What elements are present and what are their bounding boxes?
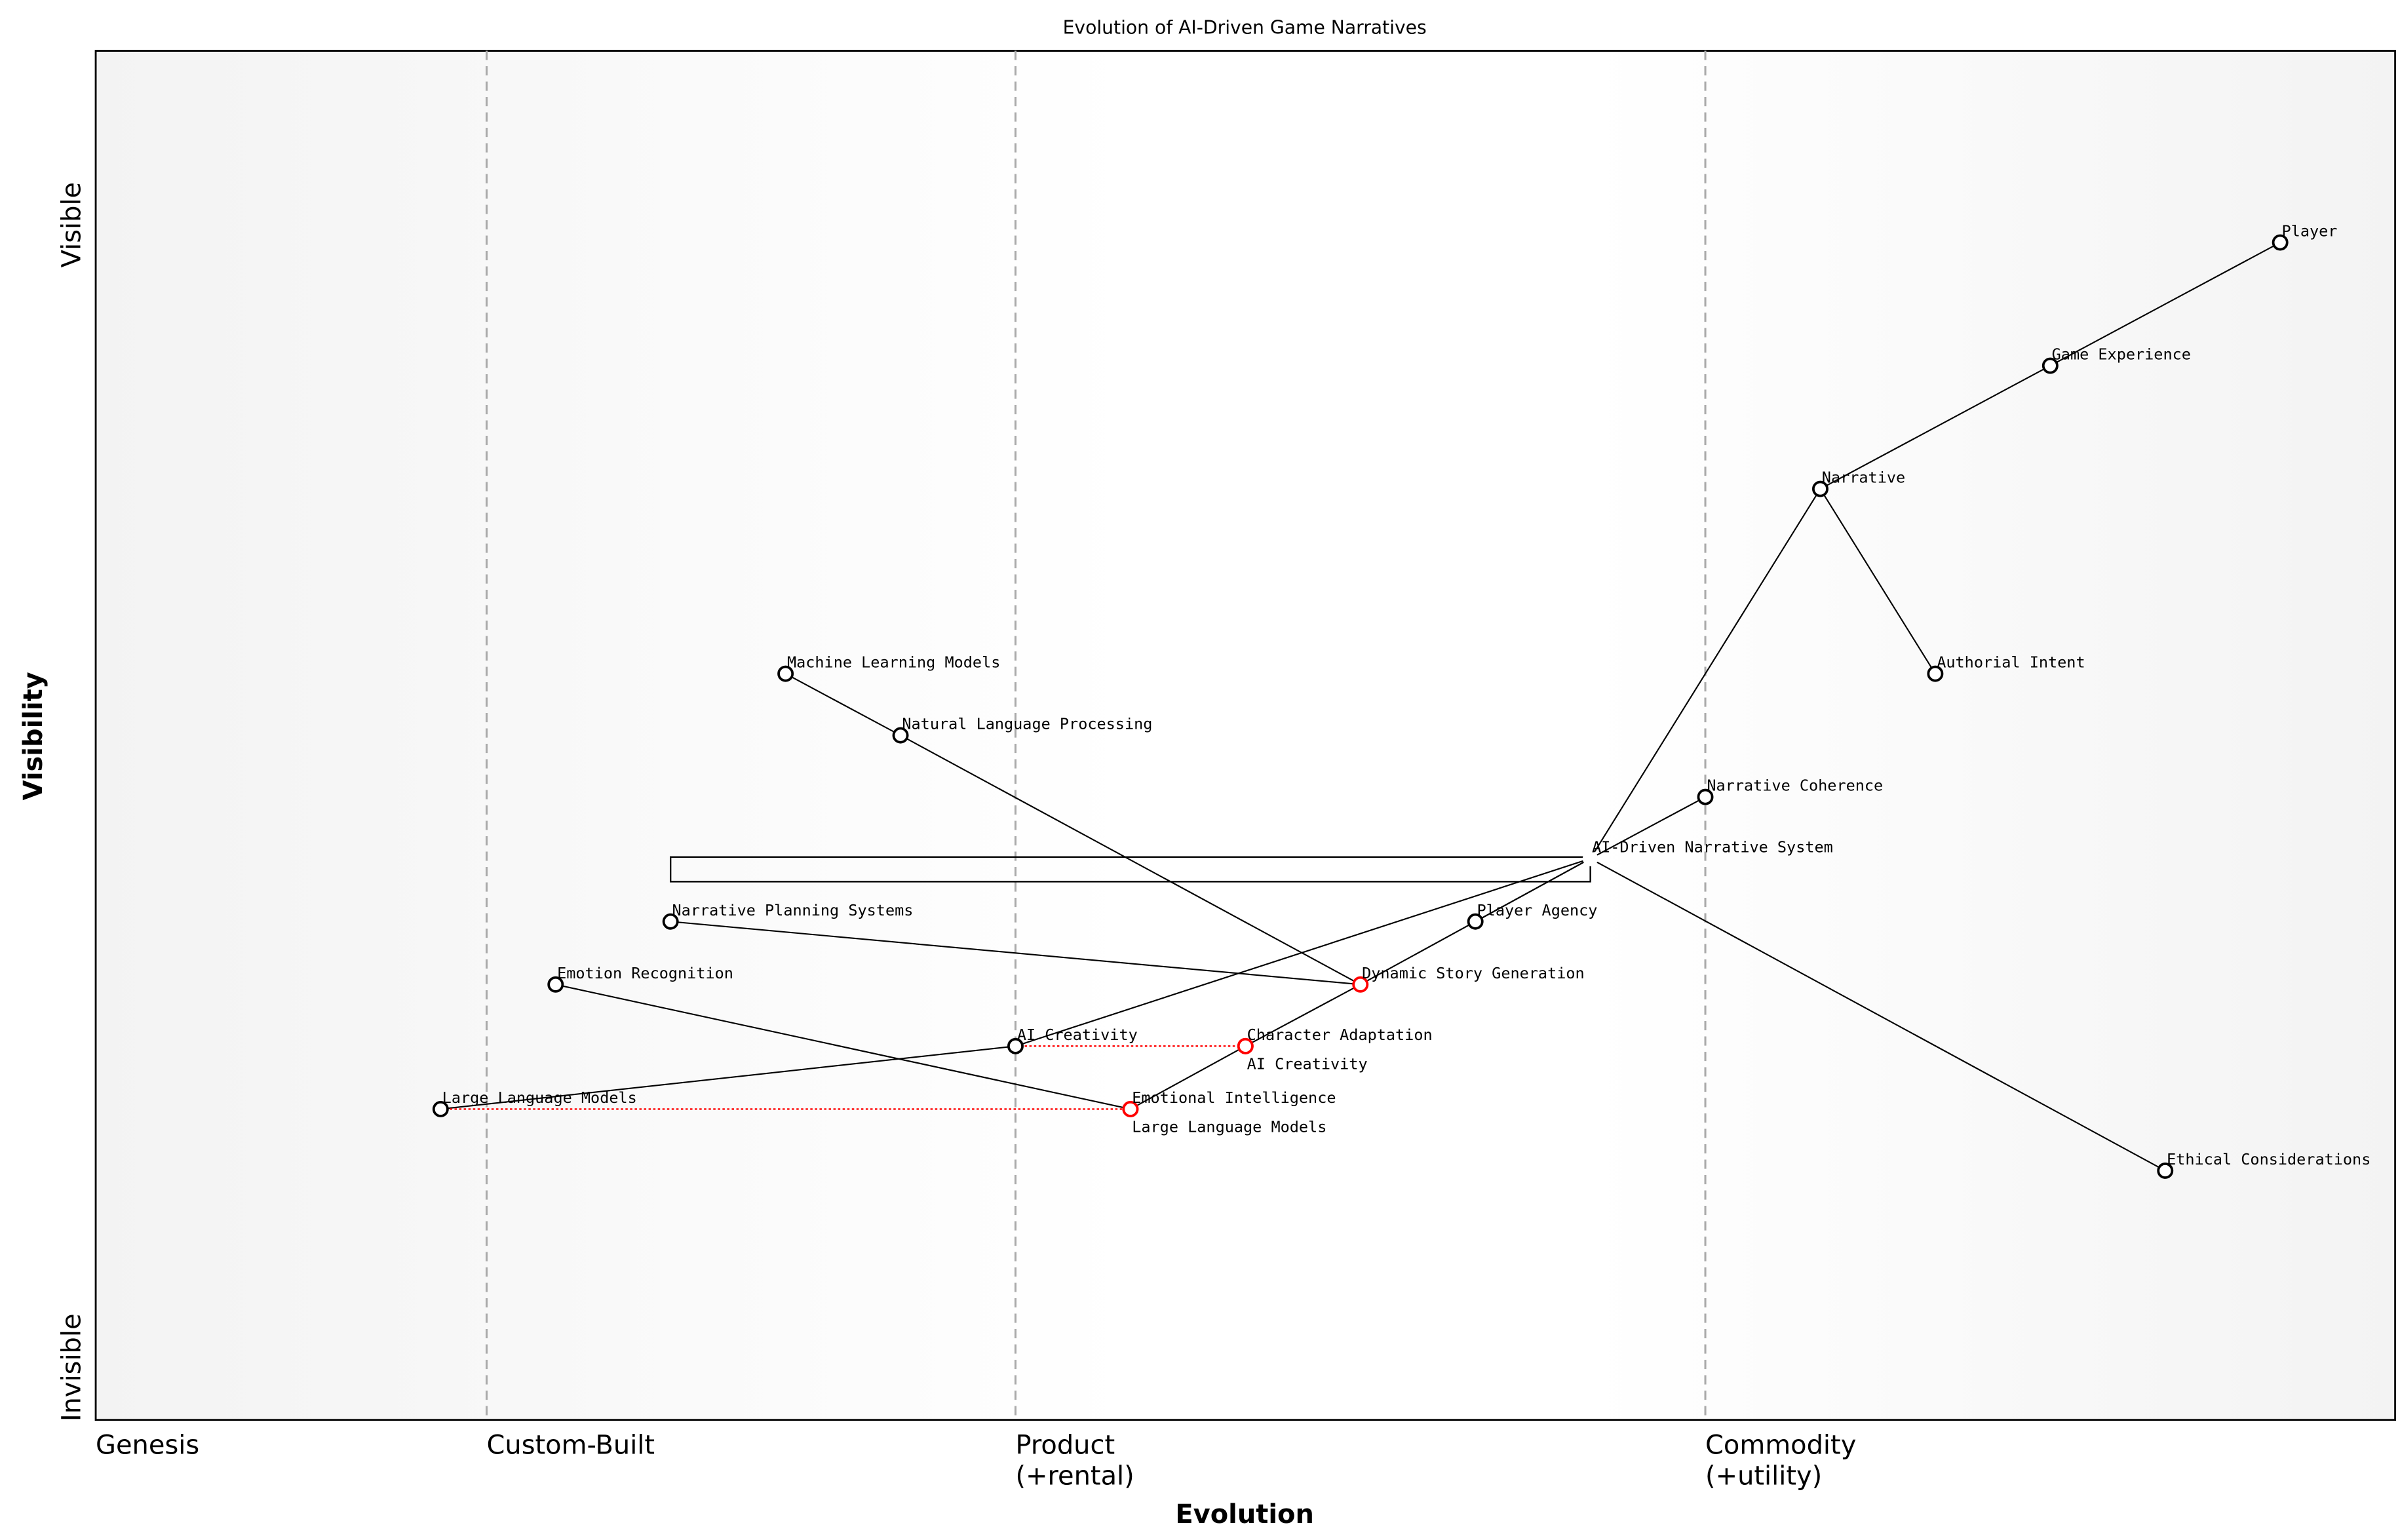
component-label: Authorial Intent [1937,653,2085,672]
stage-label: Custom-Built [487,1430,655,1460]
component-label: AI-Driven Narrative System [1592,838,1833,857]
component-node [547,976,564,993]
component-node [2272,234,2289,251]
dependency-link [555,984,1131,1110]
chart-title: Evolution of AI-Driven Game Narratives [1063,17,1427,39]
dependency-link [1015,858,1591,1047]
component-node [1697,788,1714,805]
component-label: Emotional Intelligence [1132,1088,1336,1107]
x-axis-title: Evolution [1175,1499,1314,1530]
component-label: Player [2282,222,2338,241]
component-label: Narrative [1822,469,1905,487]
stage-label-sub: (+utility) [1705,1461,1822,1491]
dependency-link [670,921,1361,986]
stage-label: Product [1015,1430,1115,1460]
component-node [1467,913,1484,930]
component-label: Machine Learning Models [787,653,1000,672]
dependency-link [1819,365,2051,490]
dependency-link [1245,984,1361,1047]
component-node [1927,665,1944,682]
dependency-link [1590,858,2166,1172]
dependency-link [2049,242,2281,366]
dependency-link [900,735,1361,986]
component-label: Character Adaptation [1247,1026,1433,1044]
component-label: Narrative Planning Systems [672,901,914,919]
component-node [777,665,794,682]
dependency-link [440,1045,1016,1110]
y-tick-visible: Visible [57,182,87,267]
y-tick-invisible: Invisible [57,1313,87,1421]
component-label: Narrative Coherence [1707,777,1883,795]
component-label: Player Agency [1477,901,1598,919]
component-node [1007,1037,1024,1054]
plot-area [94,50,2397,1421]
evolved-component-node [1122,1101,1139,1117]
component-node [1582,851,1598,866]
evolved-component-node [1237,1037,1254,1054]
dependency-link [1130,1045,1246,1110]
component-label: AI Creativity [1017,1026,1138,1044]
component-label: Dynamic Story Generation [1362,964,1585,982]
pipeline-box [670,856,1591,883]
component-node [892,727,909,744]
y-axis-title: Visibility [18,672,48,800]
stage-label: Commodity [1705,1430,1856,1460]
component-label: Emotion Recognition [557,964,733,982]
component-label: Game Experience [2052,345,2191,364]
component-node [2042,357,2059,374]
component-label: Large Language Models [442,1088,637,1107]
component-label: AI Creativity [1247,1055,1368,1073]
evolved-component-node [1352,976,1369,993]
dependency-link [1819,488,1936,674]
stage-label: Genesis [96,1430,199,1460]
component-node [662,913,679,930]
dependency-link [785,673,901,737]
dependency-link [1590,796,1706,860]
component-label: Large Language Models [1132,1118,1326,1136]
component-label: Natural Language Processing [902,715,1152,733]
component-node [432,1101,449,1117]
component-label: Ethical Considerations [2167,1150,2371,1168]
stage-label-sub: (+rental) [1015,1461,1134,1491]
component-node [1812,480,1829,497]
component-node [2157,1163,2174,1179]
dependency-link [1589,488,1821,859]
